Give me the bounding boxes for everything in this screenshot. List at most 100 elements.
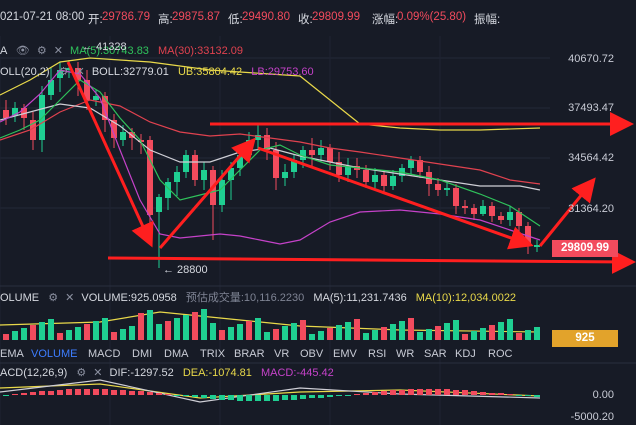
candle-body <box>102 96 108 120</box>
volume-bar <box>48 319 54 340</box>
change-label: 涨幅: <box>372 14 399 26</box>
tab-kdj[interactable]: KDJ <box>455 348 476 360</box>
volume-bar <box>345 322 351 340</box>
macd-bar <box>66 389 72 395</box>
volume-bar <box>426 329 432 340</box>
price-axis-label: 34564.42 <box>568 152 614 164</box>
settings-icon[interactable]: ⚙ <box>58 66 69 78</box>
close-icon[interactable]: ✕ <box>53 45 63 57</box>
macd-bar <box>3 395 9 396</box>
volume-bar <box>93 321 99 340</box>
volume-bar <box>534 327 540 340</box>
eye-icon[interactable]: 👁 <box>15 45 30 57</box>
candle-body <box>201 170 207 180</box>
macd-bar <box>408 389 414 395</box>
tab-dma[interactable]: DMA <box>164 348 189 360</box>
candle-body <box>489 206 495 216</box>
high-value: 29875.87 <box>172 11 220 23</box>
macd-bar <box>183 395 189 396</box>
macd-bar <box>57 390 63 395</box>
current-price-tag: 29809.99 <box>552 240 618 257</box>
tab-rsi[interactable]: RSI <box>368 348 387 360</box>
tab-vr[interactable]: VR <box>274 348 290 360</box>
macd-bar <box>498 393 504 395</box>
tab-ema[interactable]: EMA <box>0 348 24 360</box>
volume-bar <box>264 332 270 340</box>
close-icon[interactable]: ✕ <box>75 66 85 78</box>
settings-icon[interactable]: ⚙ <box>48 292 59 304</box>
ma-yellow-line <box>0 57 541 131</box>
volume-name: OLUME <box>0 292 40 304</box>
open-label: 开: <box>88 14 103 26</box>
macd-bar <box>264 395 270 401</box>
close-icon[interactable]: ✕ <box>93 367 103 379</box>
volume-bar <box>327 328 333 340</box>
volume-bar <box>300 320 306 340</box>
volume-bar <box>363 333 369 340</box>
settings-icon[interactable]: ⚙ <box>36 45 47 57</box>
candle-body <box>174 172 180 182</box>
volume-bar <box>282 326 288 340</box>
tab-macd[interactable]: MACD <box>88 348 121 360</box>
candle-body <box>453 188 459 206</box>
red-arrow <box>257 146 534 250</box>
tab-wr[interactable]: WR <box>396 348 415 360</box>
macd-bar <box>534 395 540 397</box>
open-value: 29786.79 <box>102 11 150 23</box>
tab-sar[interactable]: SAR <box>424 348 447 360</box>
macd-dea: DEA:-1074.81 <box>182 367 252 379</box>
candle-body <box>435 184 441 190</box>
macd-bar <box>417 389 423 395</box>
candle-body <box>336 162 342 175</box>
volume-bar <box>75 327 81 340</box>
candle-date: 021-07-21 08:00 <box>0 11 85 23</box>
settings-icon[interactable]: ⚙ <box>76 367 87 379</box>
volume-bar <box>408 318 414 340</box>
candle-body <box>165 182 171 198</box>
macd-bar <box>138 391 144 395</box>
volume-bar <box>21 328 27 340</box>
volume-value: VOLUME:925.0958 <box>81 292 177 304</box>
candle-body <box>408 160 414 168</box>
volume-bar <box>165 321 171 340</box>
macd-bar <box>210 395 216 399</box>
macd-bar <box>426 389 432 395</box>
tab-volume[interactable]: VOLUME <box>31 348 78 360</box>
macd-bar <box>237 395 243 401</box>
tab-brar[interactable]: BRAR <box>234 348 265 360</box>
macd-bar <box>129 391 135 395</box>
ub-value: UB:35804.42 <box>177 66 243 78</box>
tab-obv[interactable]: OBV <box>300 348 324 360</box>
volume-bar <box>417 332 423 340</box>
boll-value: BOLL:32779.01 <box>91 66 169 78</box>
change-value: 0.09%(25.80) <box>397 11 467 23</box>
macd-bar <box>453 390 459 395</box>
volume-bar <box>120 329 126 340</box>
macd-bar <box>12 394 18 395</box>
macd-bar <box>390 390 396 395</box>
macd-bar <box>327 395 333 397</box>
macd-bar <box>75 389 81 395</box>
volume-bar <box>219 330 225 340</box>
indicator-tabs: EMA VOLUME MACD DMI DMA TRIX BRAR VR OBV… <box>0 346 540 364</box>
tab-emv[interactable]: EMV <box>333 348 357 360</box>
tab-dmi[interactable]: DMI <box>132 348 153 360</box>
candle-body <box>417 160 423 172</box>
volume-bar <box>210 323 216 340</box>
close-icon[interactable]: ✕ <box>65 292 75 304</box>
tab-trix[interactable]: TRIX <box>200 348 226 360</box>
volume-bar <box>291 323 297 340</box>
close-value: 29809.99 <box>312 11 360 23</box>
volume-bar <box>228 327 234 340</box>
current-volume-tag: 925 <box>552 330 618 347</box>
macd-bar <box>111 390 117 395</box>
candle-body <box>381 175 387 186</box>
price-axis-label: 37493.47 <box>568 102 614 114</box>
volume-bar <box>147 310 153 340</box>
macd-bar <box>147 392 153 395</box>
volume-bar <box>435 326 441 340</box>
macd-bar <box>156 393 162 395</box>
tab-roc[interactable]: ROC <box>488 348 513 360</box>
